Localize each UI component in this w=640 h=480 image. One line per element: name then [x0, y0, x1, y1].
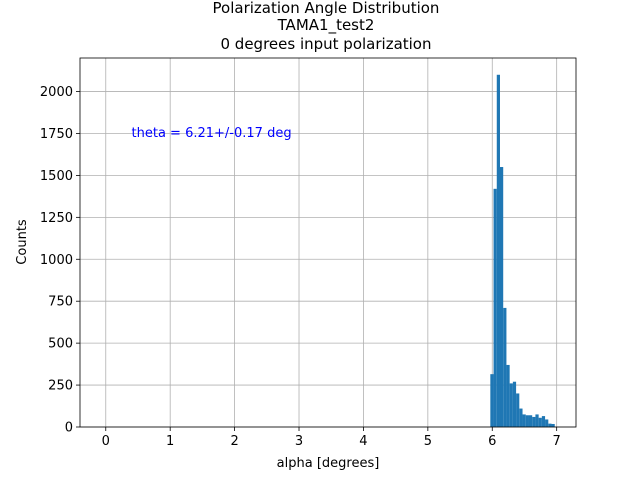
histogram-bar	[512, 381, 517, 427]
x-tick-label: 2	[230, 434, 238, 449]
histogram-bar	[541, 416, 546, 427]
x-tick-label: 4	[359, 434, 367, 449]
histogram-bar	[548, 423, 552, 427]
y-tick-label: 500	[48, 337, 73, 352]
chart-title-line-2: TAMA1_test2	[277, 16, 375, 35]
chart-title-line-3: 0 degrees input polarization	[220, 35, 431, 53]
histogram-bar	[493, 188, 497, 427]
histogram-bar	[499, 167, 504, 428]
chart-title-line-1: Polarization Angle Distribution	[213, 0, 440, 17]
y-tick-label: 1750	[40, 127, 73, 142]
histogram-bar	[503, 307, 507, 427]
x-tick-label: 1	[166, 434, 174, 449]
grid-lines	[80, 58, 576, 428]
x-tick-label: 5	[424, 434, 432, 449]
y-tick-label: 0	[65, 421, 73, 436]
histogram-bar	[535, 414, 539, 427]
x-tick-label: 0	[102, 434, 110, 449]
axis-ticks: 0 1 2 3 4 5 6 7 0 250 500 750 1000 1250 1500 1750 2000	[40, 85, 561, 449]
histogram-bar	[516, 393, 520, 427]
histogram-bar	[528, 415, 533, 427]
x-axis-label: alpha [degrees]	[277, 456, 380, 471]
x-tick-label: 7	[553, 434, 561, 449]
histogram-bar	[496, 74, 500, 427]
histogram-bar	[538, 417, 542, 427]
y-tick-label: 250	[48, 379, 73, 394]
y-tick-label: 2000	[40, 85, 73, 100]
y-tick-label: 750	[48, 295, 73, 310]
histogram-bars	[490, 74, 555, 428]
histogram-bar	[490, 374, 494, 427]
histogram-bar	[509, 383, 513, 427]
histogram-bar	[519, 408, 523, 427]
histogram-bar	[506, 364, 510, 427]
histogram-bar	[525, 415, 529, 427]
histogram-bar	[522, 414, 526, 427]
y-tick-label: 1000	[40, 253, 73, 268]
theta-annotation: theta = 6.21+/-0.17 deg	[132, 126, 292, 141]
plot-area-frame	[79, 57, 577, 428]
x-tick-label: 6	[488, 434, 496, 449]
y-tick-label: 1500	[40, 169, 73, 184]
y-tick-label: 1250	[40, 211, 73, 226]
histogram-bar	[532, 416, 536, 427]
y-axis-label: Counts	[15, 219, 30, 265]
x-tick-label: 3	[295, 434, 303, 449]
histogram-bar	[545, 419, 549, 427]
histogram-bar	[551, 423, 555, 427]
